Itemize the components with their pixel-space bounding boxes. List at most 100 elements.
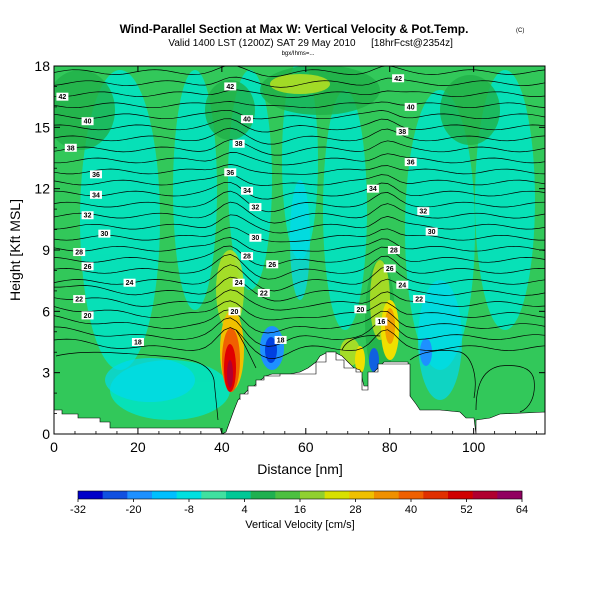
y-tick-label-3: 9 [42,242,50,258]
x-tick-label-3: 60 [298,439,314,455]
y-axis-label: Height [Kft MSL] [7,199,23,301]
colorbar-swatch-14 [423,491,449,499]
contour-label-box-23 [257,288,270,297]
contour-label-box-2 [64,143,77,152]
contour-label-box-25 [274,335,287,344]
contour-label-box-12 [131,338,144,346]
contour-label-14: 40 [243,117,251,124]
contour-label-box-3 [89,170,102,179]
theta-contour-22 [54,101,545,109]
chart-title: Wind-Parallel Section at Max W: Vertical… [120,22,469,36]
contour-label-box-21 [266,260,279,269]
contour-label-box-15 [232,139,245,148]
x-tick-label-4: 80 [382,439,398,455]
contour-label-10: 22 [75,297,83,304]
contour-label-34: 26 [386,266,394,273]
contour-label-37: 20 [356,307,364,314]
contour-label-32: 30 [428,229,436,236]
theta-contour-25 [54,66,545,77]
contour-label-box-14 [241,115,254,124]
contour-label-35: 24 [398,282,406,289]
theta-contour-15 [54,173,545,186]
theta-contour-19 [54,127,545,145]
theta-contour-9 [54,237,545,253]
theta-contour-10 [54,226,545,243]
contour-label-box-29 [404,158,417,167]
colorbar-tick-label-8: 64 [516,504,528,516]
y-tick-label-6: 18 [34,58,50,74]
updraft-core-west [220,310,244,392]
contour-label-box-24 [228,307,241,316]
contour-label-box-37 [354,305,367,314]
colorbar-swatch-3 [152,491,177,499]
contour-low-mid [235,329,476,399]
contour-label-box-33 [387,246,400,254]
chart-subtitle-model: [18hrFcst@2354z] [371,38,453,49]
contour-low-east [475,365,535,413]
x-tick-label-0: 0 [50,439,58,455]
theta-contour-4 [54,289,545,311]
contour-label-box-4 [89,190,102,199]
colorbar-tick-label-2: -8 [184,504,194,516]
chart-subtitle: Valid 1400 LST (1200Z) SAT 29 May 2010 [168,38,356,49]
theta-contour-0 [54,327,545,359]
contour-label-box-10 [73,295,86,304]
colorbar-swatch-6 [226,491,251,499]
contour-label-36: 22 [415,297,423,304]
colorbar-swatch-0 [78,491,103,499]
chart-subsubtitle: bgx/Ihms=... [282,51,315,57]
colorbar-swatch-9 [300,491,325,499]
contour-label-17: 34 [243,188,251,195]
contour-label-box-36 [413,295,426,304]
colorbar-tick-label-4: 16 [294,504,306,516]
theta-contour-20 [54,118,545,133]
contour-label-28: 38 [398,129,406,136]
contour-label-33: 28 [390,248,398,255]
terrain-steps [239,351,411,400]
theta-contour-5 [54,276,545,302]
theta-contour-16 [54,164,545,175]
contour-label-25: 18 [277,337,285,344]
contour-label-0: 42 [58,94,66,101]
contour-label-19: 30 [252,235,260,242]
theta-contour-12 [54,201,545,224]
contour-label-box-20 [241,252,254,261]
theta-contour-21 [54,109,545,120]
contour-label-20: 28 [243,254,251,261]
y-tick-label-1: 3 [42,365,50,381]
colorbar-swatch-17 [497,491,523,499]
contour-label-box-19 [249,233,262,242]
contour-label-2: 38 [67,145,75,152]
contour-label-box-35 [396,280,409,289]
y-tick-label-0: 0 [42,426,50,442]
colorbar-tick-label-7: 52 [460,504,472,516]
contour-label-box-6 [98,229,111,238]
contour-label-6: 30 [100,231,108,238]
y-tick-label-2: 6 [42,303,50,319]
contour-label-31: 32 [419,209,427,216]
colorbar-swatch-2 [127,491,153,499]
contour-label-21: 26 [268,262,276,269]
colorbar-swatch-5 [201,491,227,499]
contour-label-box-38 [375,317,388,326]
contour-label-box-16 [224,168,237,177]
x-tick-label-1: 20 [130,439,146,455]
contour-label-16: 36 [226,170,234,177]
contour-label-box-27 [404,102,417,111]
colorbar-swatch-15 [448,491,473,499]
colorbar-swatch-4 [176,491,202,499]
colorbar-swatch-16 [472,491,498,499]
contour-label-box-30 [366,184,379,193]
colorbar-swatch-8 [275,491,301,499]
contour-label-box-1 [81,117,94,126]
contour-label-26: 42 [394,76,402,83]
y-tick-label-4: 12 [34,181,50,197]
x-axis-label: Distance [nm] [257,461,343,477]
theta-contour-8 [54,245,545,267]
contour-label-box-13 [224,82,237,91]
colorbar-tick-label-5: 28 [349,504,361,516]
potential-temperature-contours [54,66,545,359]
copyright-mark: (C) [516,28,524,34]
contour-label-13: 42 [226,84,234,91]
